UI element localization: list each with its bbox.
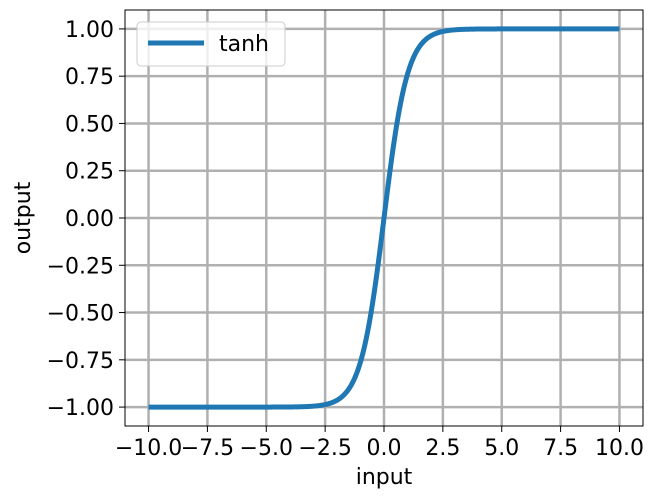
y-tick-label-5: 0.25	[65, 160, 114, 185]
x-tick-label-1: −7.5	[181, 436, 234, 461]
y-tick-label-2: −0.50	[47, 302, 114, 327]
y-tick-label-1: −0.75	[47, 349, 114, 374]
x-tick-label-8: 10.0	[595, 436, 644, 461]
y-tick-label-6: 0.50	[65, 112, 114, 137]
x-tick-label-6: 5.0	[484, 436, 519, 461]
series-line-tanh	[147, 26, 621, 410]
legend-box	[136, 21, 286, 67]
x-axis-label: input	[356, 465, 413, 490]
series-layer	[147, 26, 621, 410]
x-tick-label-0: −10.0	[115, 436, 182, 461]
y-tick-label-3: −0.25	[47, 254, 114, 279]
x-tick-label-2: −5.0	[240, 436, 293, 461]
x-tick-label-7: 7.5	[543, 436, 578, 461]
y-tick-label-7: 0.75	[65, 65, 114, 90]
y-axis-label: output	[11, 181, 36, 254]
legend: tanh	[136, 21, 286, 67]
x-tick-label-4: 0.0	[367, 436, 402, 461]
legend-label-tanh: tanh	[219, 32, 269, 57]
x-tick-label-3: −2.5	[298, 436, 351, 461]
y-tick-label-4: 0.00	[65, 207, 114, 232]
x-tick-label-5: 2.5	[425, 436, 460, 461]
y-tick-label-8: 1.00	[65, 18, 114, 43]
ticks: −10.0−7.5 −5.0 −2.5 0.0 2.5 5.0 7.5 10.0 −1.00 −0…	[47, 18, 644, 461]
y-tick-label-0: −1.00	[47, 396, 114, 421]
